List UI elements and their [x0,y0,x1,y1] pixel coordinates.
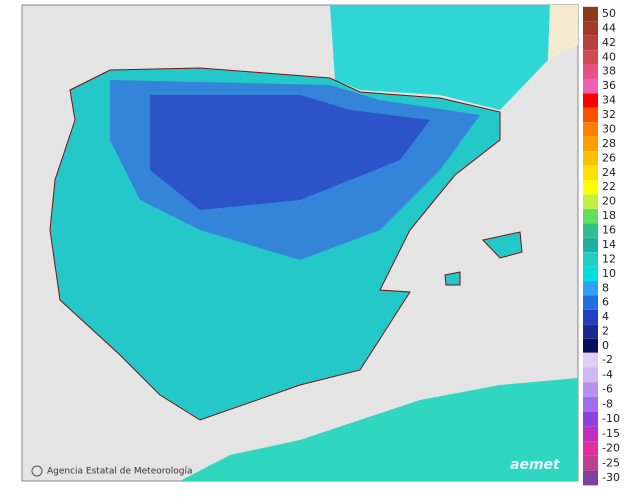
legend-label: -8 [602,397,613,410]
mallorca [482,231,523,259]
legend-label: 2 [602,325,609,338]
legend-swatch [583,455,598,471]
legend-swatch [583,426,598,442]
legend-label: 18 [602,209,616,222]
legend-swatch [583,50,598,65]
legend-label: 28 [602,137,616,150]
italy-edge [548,5,578,60]
france [330,5,550,110]
legend-label: 50 [602,7,616,20]
legend-swatch [583,470,598,486]
legend-swatch [583,64,598,79]
legend-label: -15 [602,427,620,440]
legend-label: -20 [602,442,620,455]
legend-swatch [583,252,598,267]
legend-label: 44 [602,21,616,34]
legend-label: -4 [602,368,613,381]
legend-label: -25 [602,456,620,469]
legend-swatch [583,136,598,152]
legend-swatch [583,309,598,325]
logo: aemet [510,457,561,473]
legend-swatch [583,382,598,397]
legend-swatch [583,194,598,209]
legend-swatch [583,352,598,368]
legend-label: 12 [602,252,616,265]
legend-label: 16 [602,224,616,237]
legend-swatch [583,367,598,383]
legend-label: 22 [602,180,616,193]
legend-label: 0 [602,339,609,352]
legend-swatch [583,338,598,354]
legend-swatch [583,281,598,296]
legend-label: 36 [602,79,616,92]
legend-label: 24 [602,166,616,179]
legend-swatch [583,266,598,282]
legend-label: -2 [602,353,613,366]
legend-swatch [583,180,598,195]
legend-label: 26 [602,151,616,164]
legend-swatch [583,151,598,166]
legend-label: 6 [602,296,609,309]
legend-label: 20 [602,195,616,208]
legend-swatch [583,107,598,123]
legend-label: 10 [602,267,616,280]
legend-label: 14 [602,238,616,251]
legend-swatch [583,21,598,36]
legend-swatch [583,208,598,224]
legend-swatch [583,411,598,427]
credit: Agencia Estatal de Meteorología [47,467,193,477]
legend-swatch [583,396,598,412]
legend-label: -30 [602,471,620,484]
copyright-icon [31,465,43,477]
africa [180,378,578,481]
legend-swatch [583,237,598,253]
legend-swatch [583,78,598,94]
legend-label: 4 [602,310,609,323]
legend-label: 32 [602,108,616,121]
legend-swatch [583,122,598,137]
legend-label: 42 [602,36,616,49]
legend-label: -10 [602,412,620,425]
legend-swatch [583,324,598,339]
legend-swatch [583,6,598,22]
legend-swatch [583,223,598,238]
legend-swatch [583,295,598,310]
legend-label: 34 [602,94,616,107]
legend-swatch [583,93,598,108]
legend-label: 40 [602,50,616,63]
coldest-north [150,95,430,210]
legend-swatch [583,441,598,456]
legend-swatch [583,35,598,51]
legend: 5044424038363432302826242220181614121086… [583,6,620,486]
legend-label: 38 [602,65,616,78]
legend-swatch [583,165,598,180]
legend-label: 30 [602,122,616,135]
ibiza [444,271,461,286]
legend-label: 8 [602,281,609,294]
legend-label: -6 [602,383,613,396]
